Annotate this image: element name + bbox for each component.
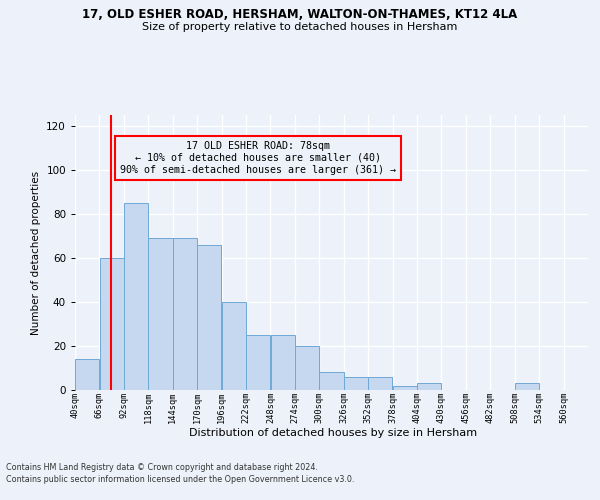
- Bar: [417, 384, 441, 390]
- Text: Contains public sector information licensed under the Open Government Licence v3: Contains public sector information licen…: [6, 474, 355, 484]
- Y-axis label: Number of detached properties: Number of detached properties: [31, 170, 41, 334]
- Text: Contains HM Land Registry data © Crown copyright and database right 2024.: Contains HM Land Registry data © Crown c…: [6, 464, 318, 472]
- Bar: [75, 359, 99, 390]
- Text: 17 OLD ESHER ROAD: 78sqm
← 10% of detached houses are smaller (40)
90% of semi-d: 17 OLD ESHER ROAD: 78sqm ← 10% of detach…: [120, 142, 396, 174]
- Bar: [344, 377, 368, 390]
- Bar: [124, 203, 148, 390]
- Bar: [368, 377, 392, 390]
- Text: Distribution of detached houses by size in Hersham: Distribution of detached houses by size …: [189, 428, 477, 438]
- Bar: [100, 258, 124, 390]
- Bar: [246, 335, 270, 390]
- Bar: [222, 302, 246, 390]
- Bar: [271, 335, 295, 390]
- Bar: [197, 245, 221, 390]
- Bar: [295, 346, 319, 390]
- Bar: [173, 238, 197, 390]
- Text: Size of property relative to detached houses in Hersham: Size of property relative to detached ho…: [142, 22, 458, 32]
- Bar: [393, 386, 417, 390]
- Text: 17, OLD ESHER ROAD, HERSHAM, WALTON-ON-THAMES, KT12 4LA: 17, OLD ESHER ROAD, HERSHAM, WALTON-ON-T…: [82, 8, 518, 20]
- Bar: [148, 238, 173, 390]
- Bar: [319, 372, 344, 390]
- Bar: [515, 384, 539, 390]
